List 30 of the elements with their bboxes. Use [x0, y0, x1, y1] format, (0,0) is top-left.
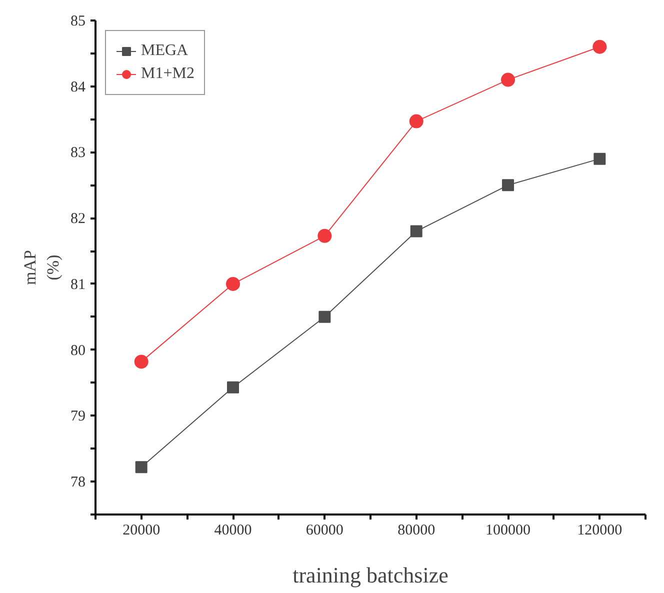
point — [318, 310, 331, 323]
y-tick-label: 78 — [70, 474, 86, 491]
y-tick-label: 81 — [70, 276, 86, 293]
y-tick-label: 85 — [70, 14, 86, 30]
y-tick-label: 83 — [70, 145, 86, 162]
x-tick-label: 20000 — [122, 522, 160, 538]
x-axis-title: training batchsize — [292, 562, 448, 588]
point — [227, 381, 239, 394]
x-tick-label: 120000 — [577, 522, 622, 538]
legend-label: M1+M2 — [141, 65, 194, 83]
y-tick-label: 84 — [70, 79, 86, 96]
point — [226, 276, 240, 291]
point — [135, 461, 148, 474]
x-tick-label: 60000 — [306, 522, 344, 538]
legend-label: MEGA — [141, 42, 188, 60]
y-tick-label: 80 — [70, 342, 86, 359]
y-axis-title: mAP (%) — [20, 250, 62, 285]
point — [501, 72, 515, 87]
x-tick-label: 40000 — [214, 522, 252, 538]
x-tick-label: 80000 — [398, 522, 436, 538]
y-tick-label: 79 — [70, 408, 86, 425]
x-tick-label: 100000 — [486, 522, 530, 538]
point — [502, 179, 514, 192]
y-tick-label: 82 — [70, 211, 86, 228]
point — [318, 228, 332, 243]
point — [594, 152, 606, 165]
point — [409, 114, 424, 128]
point — [134, 354, 148, 369]
point — [410, 225, 422, 238]
point — [592, 40, 607, 54]
